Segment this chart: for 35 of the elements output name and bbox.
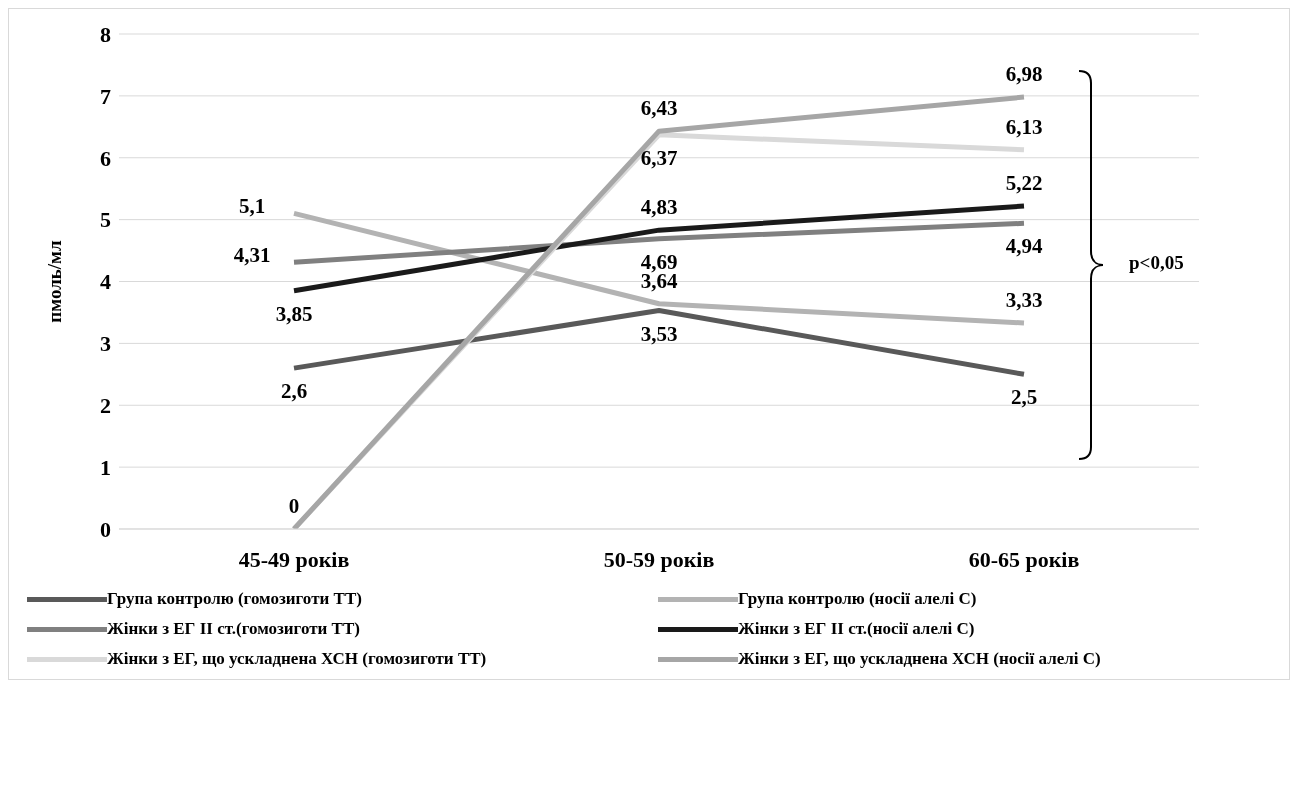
- data-label: 5,1: [238, 194, 266, 219]
- y-tick-label: 5: [100, 207, 111, 233]
- legend-label: Група контролю (носії алелі С): [738, 589, 977, 609]
- legend-label: Група контролю (гомозиготи ТТ): [107, 589, 362, 609]
- data-label: 3,33: [1005, 287, 1043, 312]
- data-label: 6,37: [640, 145, 678, 170]
- data-label: 0: [288, 494, 300, 518]
- data-label: 2,5: [1010, 385, 1038, 410]
- legend-label: Жінки з ЕГ, що ускладнена ХСН (гомозиготи ТТ): [107, 649, 487, 669]
- y-tick-label: 8: [100, 21, 111, 47]
- data-label: 6,13: [1005, 114, 1043, 139]
- x-tick-label: 45-49 років: [238, 546, 350, 572]
- data-label: 6,98: [1005, 62, 1043, 87]
- legend-label: Жінки з ЕГ II ст.(гомозиготи ТТ): [107, 619, 360, 639]
- y-tick-label: 0: [100, 516, 111, 542]
- data-label: 5,22: [1005, 171, 1043, 196]
- data-label: 3,85: [275, 301, 313, 326]
- legend-label: Жінки з ЕГ II ст.(носії алелі С): [738, 619, 975, 639]
- x-tick-label: 50-59 років: [603, 546, 715, 572]
- y-tick-label: 2: [100, 393, 111, 419]
- legend-label: Жінки з ЕГ, що ускладнена ХСН (носії алелі С): [738, 649, 1101, 669]
- y-tick-label: 6: [100, 145, 111, 171]
- y-tick-label: 1: [100, 454, 111, 480]
- data-label: 3,53: [640, 321, 678, 346]
- annotation: p<0,05: [1129, 252, 1184, 274]
- data-label: 4,94: [1005, 234, 1043, 259]
- x-tick-label: 60-65 років: [968, 546, 1080, 572]
- y-tick-label: 7: [100, 83, 111, 109]
- data-label: 4,31: [233, 243, 271, 268]
- y-tick-label: 3: [100, 331, 111, 357]
- y-tick-label: 4: [100, 269, 111, 295]
- y-axis-title: пмоль/мл: [43, 239, 65, 323]
- data-label: 2,6: [280, 379, 308, 404]
- data-label: 4,83: [640, 195, 678, 220]
- data-label: 6,43: [640, 96, 678, 121]
